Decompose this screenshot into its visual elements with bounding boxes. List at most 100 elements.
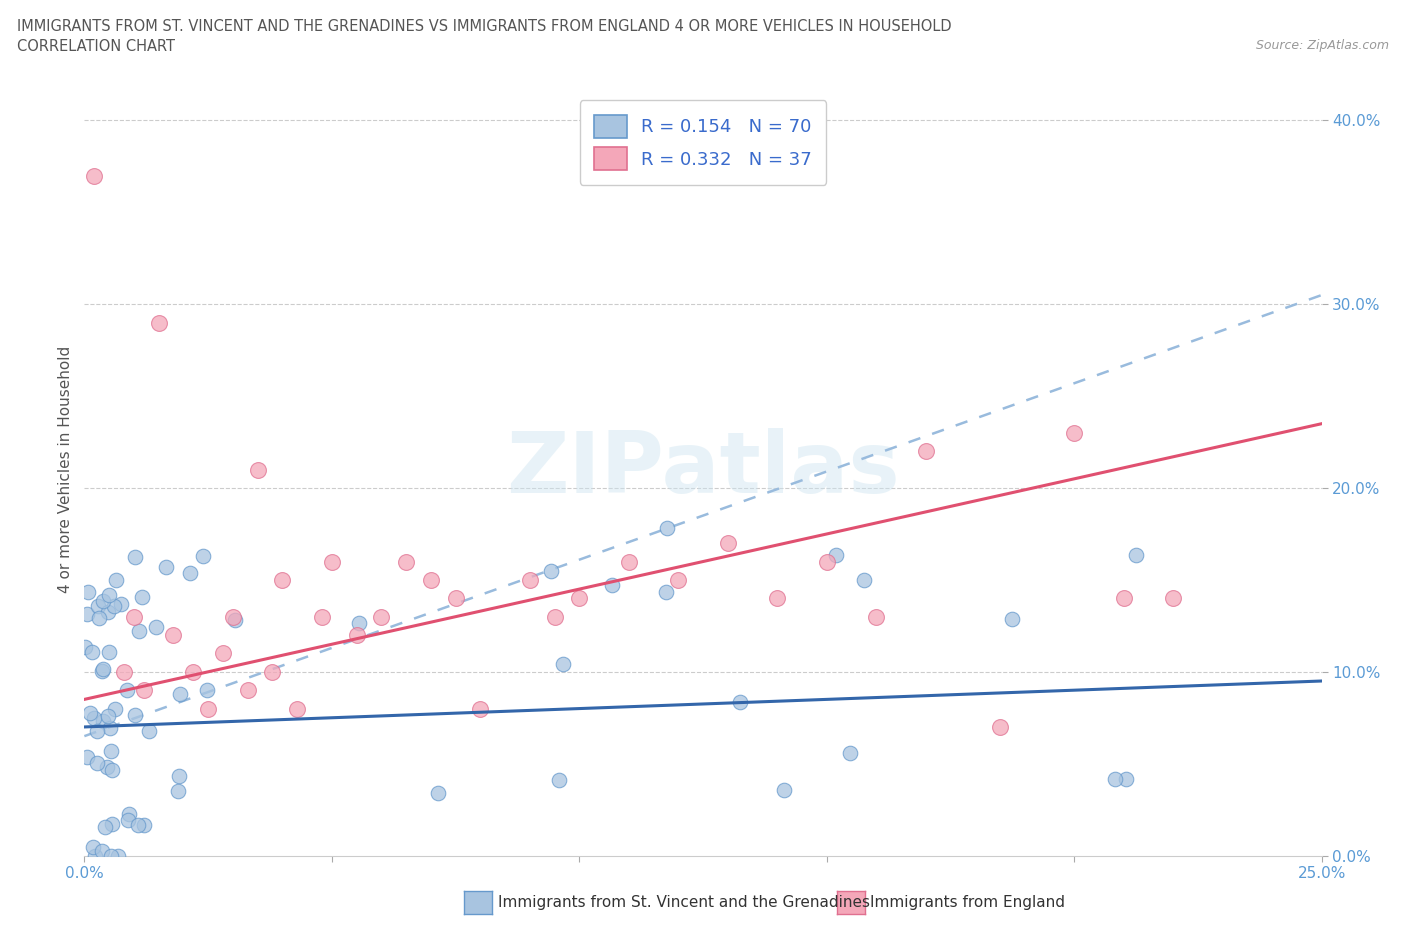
Point <box>285 701 308 716</box>
Point <box>83 168 105 183</box>
Point <box>128 624 150 639</box>
Y-axis label: 4 or more Vehicles in Household: 4 or more Vehicles in Household <box>58 346 73 593</box>
Point <box>547 773 569 788</box>
Point <box>75 640 97 655</box>
Text: IMMIGRANTS FROM ST. VINCENT AND THE GRENADINES VS IMMIGRANTS FROM ENGLAND 4 OR M: IMMIGRANTS FROM ST. VINCENT AND THE GREN… <box>17 19 952 33</box>
Point <box>82 644 104 659</box>
Point <box>76 749 98 764</box>
Point <box>76 584 98 599</box>
Text: Immigrants from England: Immigrants from England <box>870 895 1066 910</box>
Point <box>717 536 740 551</box>
Point <box>246 462 269 477</box>
Point <box>766 591 789 605</box>
Point <box>97 604 120 619</box>
Text: Immigrants from St. Vincent and the Grenadines: Immigrants from St. Vincent and the Gren… <box>498 895 870 910</box>
Point <box>1161 591 1184 605</box>
Point <box>370 609 392 624</box>
Point <box>419 573 441 588</box>
Point <box>100 744 122 759</box>
Point <box>543 609 565 624</box>
Point <box>155 559 177 574</box>
Point <box>103 598 125 613</box>
Point <box>988 720 1011 735</box>
Point <box>224 612 246 627</box>
Point <box>169 686 191 701</box>
Point <box>145 619 167 634</box>
Point <box>101 817 124 831</box>
Point <box>124 708 146 723</box>
Point <box>134 817 156 832</box>
Point <box>96 760 118 775</box>
Point <box>169 768 191 783</box>
Point <box>1001 611 1024 626</box>
Point <box>97 709 120 724</box>
Point <box>852 573 875 588</box>
Point <box>89 611 111 626</box>
Text: CORRELATION CHART: CORRELATION CHART <box>17 39 174 54</box>
Point <box>568 591 591 605</box>
Point <box>138 724 160 738</box>
Point <box>82 840 104 855</box>
Point <box>212 646 235 661</box>
Point <box>179 565 201 580</box>
Point <box>395 554 418 569</box>
Point <box>122 609 145 624</box>
Point <box>1125 547 1147 562</box>
Point <box>100 848 122 863</box>
Point <box>838 746 860 761</box>
Point <box>426 786 449 801</box>
Point <box>148 315 170 330</box>
Point <box>104 701 127 716</box>
Point <box>540 564 562 578</box>
Point <box>117 813 139 828</box>
Point <box>824 547 846 562</box>
Point <box>79 705 101 720</box>
Point <box>91 661 114 676</box>
Point <box>1112 591 1135 605</box>
Point <box>131 590 153 604</box>
Point <box>349 616 371 631</box>
Point <box>104 572 127 587</box>
Point <box>666 573 689 588</box>
Point <box>91 664 114 679</box>
Point <box>262 664 284 679</box>
Point <box>197 701 219 716</box>
Text: Source: ZipAtlas.com: Source: ZipAtlas.com <box>1256 39 1389 52</box>
Point <box>107 848 129 863</box>
Point <box>98 644 121 659</box>
Point <box>311 609 333 624</box>
Point <box>83 711 105 725</box>
Point <box>1063 425 1085 440</box>
Point <box>346 628 368 643</box>
Point <box>773 783 796 798</box>
Legend: R = 0.154   N = 70, R = 0.332   N = 37: R = 0.154 N = 70, R = 0.332 N = 37 <box>579 100 827 185</box>
Point <box>93 714 115 729</box>
Point <box>321 554 343 569</box>
Point <box>87 599 110 614</box>
Point <box>815 554 838 569</box>
Point <box>914 444 936 458</box>
Point <box>519 573 541 588</box>
Point <box>162 628 184 643</box>
Point <box>83 848 105 863</box>
Point <box>98 721 121 736</box>
Point <box>1115 771 1137 786</box>
Point <box>86 755 108 770</box>
Point <box>91 593 114 608</box>
Point <box>76 606 98 621</box>
Point <box>654 584 676 599</box>
Point <box>118 806 141 821</box>
Point <box>551 657 574 671</box>
Point <box>444 591 467 605</box>
Point <box>600 578 623 592</box>
Point <box>112 664 135 679</box>
Point <box>132 683 155 698</box>
Point <box>222 609 245 624</box>
Point <box>865 609 887 624</box>
Point <box>617 554 640 569</box>
Text: ZIPatlas: ZIPatlas <box>506 428 900 512</box>
Point <box>191 548 214 563</box>
Point <box>236 683 259 698</box>
Point <box>728 695 751 710</box>
Point <box>86 724 108 738</box>
